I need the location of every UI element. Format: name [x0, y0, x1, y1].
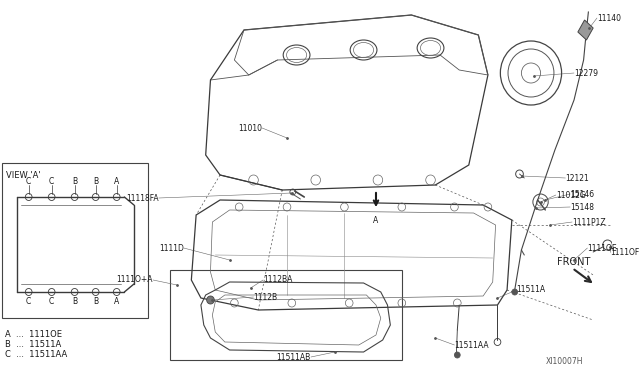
- Text: FRONT: FRONT: [557, 257, 590, 267]
- Text: C: C: [26, 176, 31, 186]
- Text: C: C: [26, 296, 31, 305]
- Text: 1111D: 1111D: [159, 244, 184, 253]
- Text: 1111P1Z: 1111P1Z: [572, 218, 605, 227]
- Bar: [2, 163, 148, 318]
- Text: C: C: [49, 176, 54, 186]
- Text: 1112B: 1112B: [253, 292, 278, 301]
- Text: 12121: 12121: [565, 173, 589, 183]
- Text: 15148: 15148: [570, 202, 594, 212]
- Bar: [170, 270, 402, 360]
- Text: B  ...  11511A: B ... 11511A: [4, 340, 61, 349]
- Text: B: B: [93, 176, 98, 186]
- Text: 11012G: 11012G: [556, 190, 586, 199]
- Circle shape: [207, 296, 214, 304]
- Text: 1111OF: 1111OF: [611, 247, 639, 257]
- Circle shape: [512, 289, 518, 295]
- Text: B: B: [72, 296, 77, 305]
- Text: 11010: 11010: [238, 124, 262, 132]
- Text: 12279: 12279: [574, 68, 598, 77]
- Text: XI10007H: XI10007H: [545, 357, 583, 366]
- Text: 11118FA: 11118FA: [126, 193, 159, 202]
- Text: 1112BA: 1112BA: [263, 276, 292, 285]
- Text: 11511A: 11511A: [516, 285, 546, 295]
- Text: B: B: [72, 176, 77, 186]
- Polygon shape: [578, 20, 593, 40]
- Text: A: A: [114, 176, 119, 186]
- Circle shape: [454, 352, 460, 358]
- Text: 11140: 11140: [597, 13, 621, 22]
- Text: C: C: [49, 296, 54, 305]
- Text: 11511AB: 11511AB: [276, 353, 311, 362]
- Text: B: B: [93, 296, 98, 305]
- Text: A: A: [373, 216, 379, 225]
- Text: 11511AA: 11511AA: [454, 340, 489, 350]
- Text: A  ...  1111OE: A ... 1111OE: [4, 330, 62, 339]
- Text: A: A: [114, 296, 119, 305]
- Text: VIEW 'A': VIEW 'A': [6, 171, 40, 180]
- Text: 1111OE: 1111OE: [588, 244, 617, 253]
- Text: 15146: 15146: [570, 189, 595, 199]
- Text: C  ...  11511AA: C ... 11511AA: [4, 350, 67, 359]
- Text: 1111O+A: 1111O+A: [116, 276, 153, 285]
